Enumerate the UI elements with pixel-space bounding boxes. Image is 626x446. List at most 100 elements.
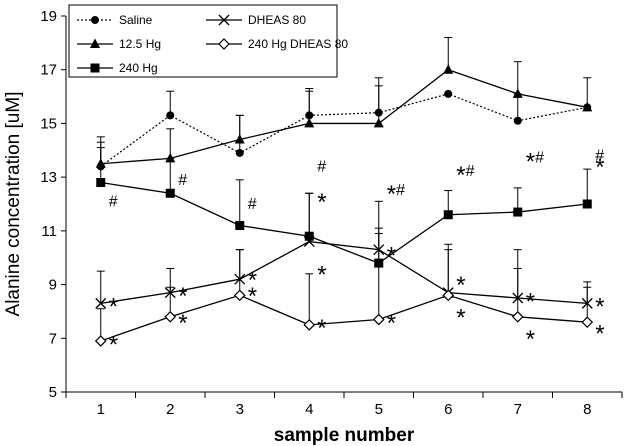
marker-triangle — [512, 88, 523, 98]
legend-label: 12.5 Hg — [119, 37, 161, 51]
annotation-star: * — [526, 149, 535, 176]
marker-triangle — [443, 64, 454, 74]
y-tick-label: 15 — [40, 115, 57, 132]
marker-x — [218, 14, 230, 26]
marker-diamond — [94, 335, 107, 347]
marker-x — [303, 236, 315, 248]
marker-triangle — [95, 158, 106, 168]
x-tick-label: 8 — [583, 401, 591, 418]
marker-square — [513, 207, 523, 217]
marker-square — [582, 199, 592, 209]
annotation-hash: # — [535, 150, 544, 167]
annotation: # — [178, 172, 187, 189]
annotation: * — [456, 272, 465, 299]
marker-diamond — [218, 38, 230, 50]
marker-square — [96, 178, 106, 188]
error-bars — [96, 36, 592, 341]
marker-diamond — [303, 319, 316, 331]
marker-triangle — [234, 134, 245, 144]
annotation: # — [317, 158, 326, 175]
annotation: * — [387, 243, 396, 270]
marker-triangle — [90, 38, 100, 48]
marker-square — [443, 210, 453, 220]
significance-annotations: ####* *#*# *# *#**************** — [109, 148, 605, 359]
x-tick-label: 6 — [444, 401, 452, 418]
annotation: # — [248, 196, 257, 213]
y-axis-title: Alanine concentration [uM] — [3, 92, 24, 317]
x-tick-label: 3 — [236, 401, 244, 418]
marker-square — [165, 188, 175, 198]
legend-label: 240 Hg — [119, 61, 158, 75]
annotation: * — [109, 294, 118, 321]
annotation-hash: # — [396, 182, 405, 199]
marker-circle — [513, 116, 522, 125]
legend-label: Saline — [119, 13, 153, 27]
annotation: * — [317, 261, 326, 288]
annotation-hash: # — [466, 163, 475, 180]
annotation: * — [526, 326, 535, 353]
axes: 5 7 9 11 13 15 17 19 1 2 3 4 5 6 7 8 — [40, 8, 623, 418]
marker-x — [373, 244, 385, 256]
y-tick-label: 17 — [40, 62, 57, 79]
annotation: * — [595, 321, 604, 348]
marker-diamond — [233, 289, 246, 302]
legend-label: DHEAS 80 — [248, 13, 306, 27]
legend-box — [68, 4, 338, 78]
marker-x — [581, 297, 593, 309]
marker-triangle — [304, 117, 315, 128]
annotation: * — [595, 294, 604, 321]
x-tick-label: 4 — [305, 401, 313, 418]
marker-diamond — [164, 310, 177, 323]
x-tick-label: 7 — [514, 401, 522, 418]
marker-triangle — [165, 152, 176, 163]
marker-circle — [305, 111, 314, 120]
marker-triangle — [373, 117, 384, 128]
marker-square — [374, 258, 384, 268]
annotation: # — [595, 148, 604, 165]
marker-diamond — [442, 289, 455, 302]
legend-label: 240 Hg DHEAS 80 — [248, 37, 348, 51]
annotation-star: * — [387, 181, 396, 208]
x-axis-title: sample number — [274, 425, 415, 446]
annotation: *# — [387, 181, 405, 208]
annotation: * — [178, 283, 187, 310]
marker-square — [90, 63, 100, 73]
annotation: * — [248, 267, 257, 294]
marker-circle — [91, 16, 99, 24]
series-markers — [94, 64, 594, 347]
marker-triangle — [582, 101, 593, 112]
annotation: * — [526, 288, 535, 315]
annotation: *# — [456, 162, 474, 189]
marker-square — [235, 220, 245, 230]
series-line — [100, 93, 588, 167]
marker-diamond — [581, 316, 594, 329]
marker-x — [234, 273, 246, 285]
annotation: *# — [526, 149, 544, 176]
y-tick-label: 5 — [49, 384, 57, 401]
y-tick-label: 11 — [41, 223, 57, 240]
annotation: * — [317, 315, 326, 342]
series-line — [100, 68, 588, 165]
annotation: * — [178, 310, 187, 337]
annotation: # — [109, 193, 118, 210]
annotation-star: * — [456, 162, 465, 189]
marker-diamond — [511, 310, 524, 323]
annotation: * — [595, 154, 604, 181]
y-tick-label: 13 — [40, 169, 57, 186]
marker-circle — [166, 111, 175, 120]
marker-circle — [374, 108, 383, 117]
marker-x — [95, 297, 107, 309]
annotation: * — [387, 310, 396, 337]
marker-circle — [444, 89, 453, 98]
y-tick-label: 9 — [49, 277, 57, 294]
marker-diamond — [372, 313, 385, 326]
marker-x — [512, 292, 524, 304]
series-line — [100, 181, 588, 264]
x-tick-label: 5 — [375, 401, 383, 418]
marker-x — [164, 287, 176, 299]
annotation: * — [456, 304, 465, 331]
y-tick-label: 19 — [40, 8, 57, 25]
marker-square — [304, 231, 314, 241]
annotation: * — [317, 189, 326, 216]
